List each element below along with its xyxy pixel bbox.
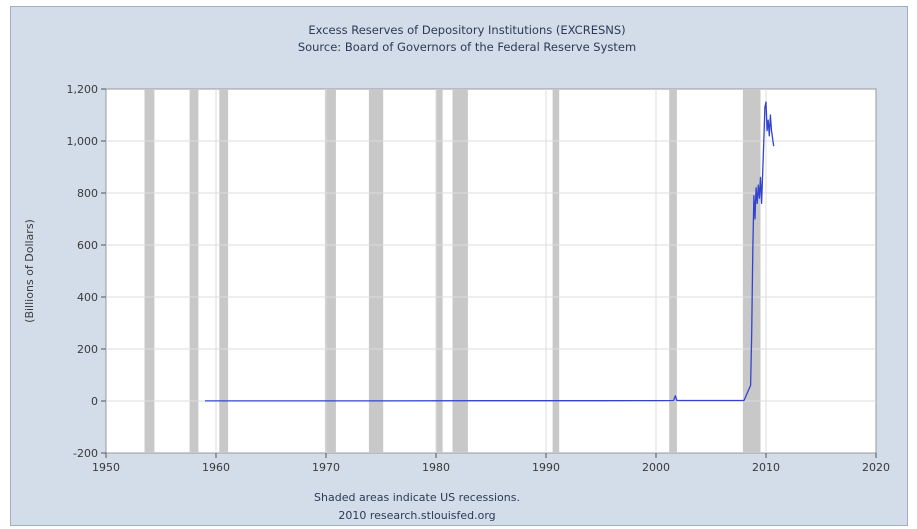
x-tick-label-6: 2010	[752, 461, 780, 474]
series-layer	[205, 101, 775, 402]
recession-band-1	[189, 89, 199, 453]
recession-band-7	[552, 89, 560, 453]
y-tick-label-5: 800	[77, 187, 98, 200]
recession-band-2	[219, 89, 229, 453]
recession-band-0	[144, 89, 155, 453]
chart-subtitle: Source: Board of Governors of the Federa…	[298, 40, 636, 54]
chart-frame: Excess Reserves of Depository Institutio…	[10, 6, 908, 526]
chart-svg: Excess Reserves of Depository Institutio…	[23, 23, 891, 522]
recession-band-9	[742, 89, 761, 453]
y-tick-label-0: -200	[73, 447, 98, 460]
chart-title: Excess Reserves of Depository Institutio…	[308, 23, 625, 37]
credit-text: 2010 research.stlouisfed.org	[338, 509, 495, 522]
series-line-0	[205, 101, 775, 402]
recession-footnote: Shaded areas indicate US recessions.	[314, 491, 520, 504]
x-tick-label-3: 1980	[422, 461, 450, 474]
y-tick-label-7: 1,200	[67, 83, 99, 96]
y-axis-label: (Billions of Dollars)	[23, 219, 36, 323]
y-tick-label-2: 200	[77, 343, 98, 356]
y-tick-label-4: 600	[77, 239, 98, 252]
x-tick-label-7: 2020	[862, 461, 890, 474]
recession-band-4	[368, 89, 384, 453]
y-tick-label-6: 1,000	[67, 135, 99, 148]
axis-ticks: 1950 1960 1970 1980 1990 2000 2010 2020 -200 0 200…	[67, 83, 891, 474]
recession-band-5	[436, 89, 443, 453]
y-tick-label-3: 400	[77, 291, 98, 304]
x-tick-label-5: 2000	[642, 461, 670, 474]
recession-bands	[144, 89, 761, 453]
recession-band-3	[324, 89, 336, 453]
recession-band-8	[669, 89, 677, 453]
recession-band-6	[452, 89, 468, 453]
x-tick-label-2: 1970	[312, 461, 340, 474]
x-tick-label-1: 1960	[202, 461, 230, 474]
y-tick-label-1: 0	[91, 395, 98, 408]
x-tick-label-0: 1950	[92, 461, 120, 474]
x-tick-label-4: 1990	[532, 461, 560, 474]
